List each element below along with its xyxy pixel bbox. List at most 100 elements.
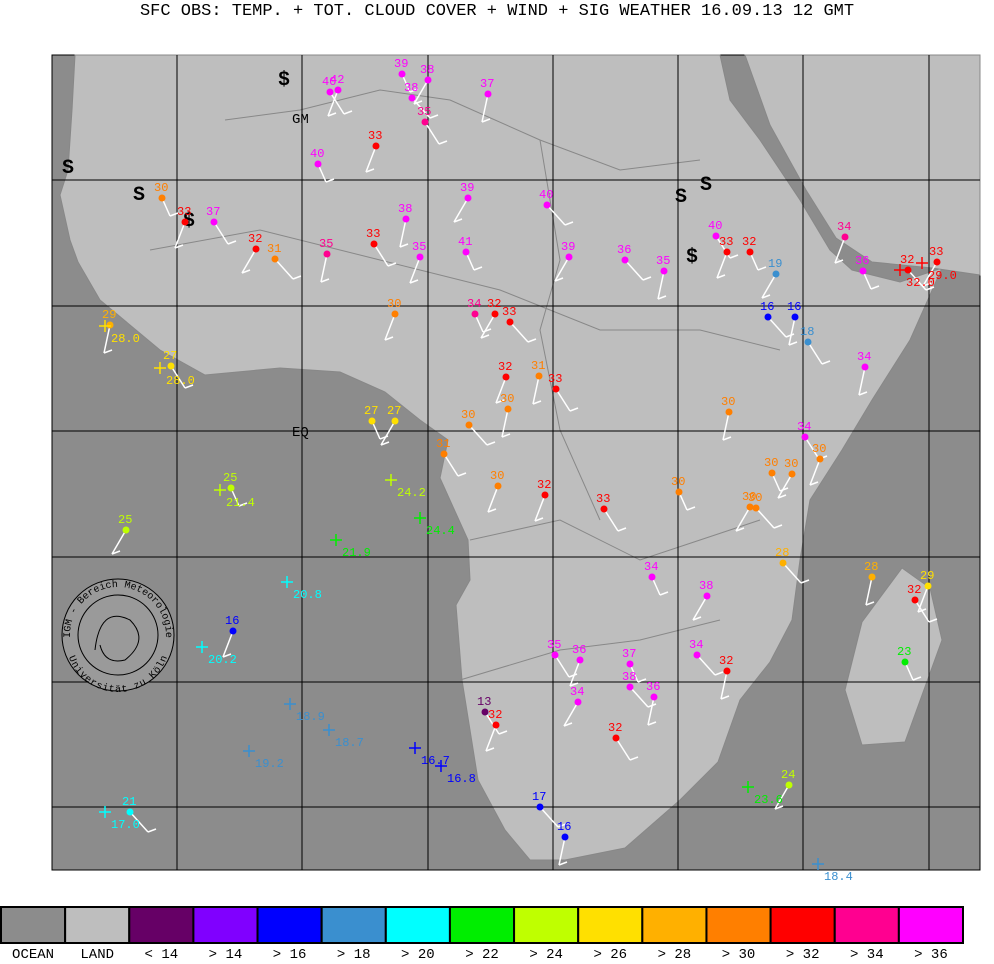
wind-barb [716, 251, 728, 279]
wind-barb-tick [429, 114, 439, 119]
ship-marker [214, 484, 226, 496]
sea-temp: 28.0 [111, 332, 140, 346]
weather-symbol: S [62, 157, 74, 180]
wind-barb-tick [928, 618, 938, 623]
wind-barb [453, 197, 469, 223]
ship-marker [894, 264, 906, 276]
ship-marker [385, 474, 397, 486]
wind-barb [629, 686, 649, 708]
station-marker [181, 218, 189, 226]
map-label: EQ [292, 425, 309, 441]
station-marker [552, 385, 560, 393]
wind-barb-tick [735, 527, 745, 532]
wind-barb [755, 507, 775, 529]
wind-barb-tick [569, 407, 579, 412]
madagascar [844, 567, 943, 746]
wind-barb [399, 218, 407, 248]
wind-barb-tick [777, 494, 787, 499]
sea-temp: 18.7 [335, 736, 364, 750]
legend-label: LAND [80, 947, 114, 959]
wind-barb-tick [486, 441, 496, 446]
wind-barb-tick [409, 279, 419, 284]
station-temp: 35 [417, 105, 431, 119]
wind-barb [782, 562, 802, 584]
station-temp: 40 [310, 147, 324, 161]
station-temp: 36 [617, 243, 631, 257]
station-marker [106, 321, 114, 329]
wind-barb-tick [485, 747, 495, 752]
wind-barb [487, 485, 499, 513]
wind-barb-tick [222, 653, 232, 658]
wind-barb [546, 204, 566, 226]
station-marker [122, 526, 130, 534]
wind-barb [534, 494, 546, 522]
station-marker [772, 270, 780, 278]
station-temp: 27 [163, 349, 177, 363]
station-marker [494, 482, 502, 490]
wind-barb-tick [809, 481, 819, 486]
wind-barb-tick [399, 243, 409, 248]
station-marker [600, 505, 608, 513]
station-marker [804, 338, 812, 346]
station-marker [210, 218, 218, 226]
station-marker [725, 408, 733, 416]
legend-swatch [833, 906, 900, 944]
station-marker [612, 734, 620, 742]
wind-barb-tick [564, 221, 574, 226]
wind-barb [468, 424, 488, 446]
station-marker [788, 470, 796, 478]
wind-barb [624, 259, 644, 281]
wind-barb-tick [647, 721, 657, 726]
station-temp: 33 [548, 372, 562, 386]
station-marker [391, 310, 399, 318]
wind-barb-tick [380, 441, 390, 446]
wind-barb [365, 145, 377, 173]
legend-label: > 32 [786, 947, 820, 959]
wind-barb [539, 806, 559, 828]
station-marker [576, 656, 584, 664]
legend-swatch [448, 906, 516, 944]
legend-swatch [513, 906, 580, 944]
legend-label: > 34 [850, 947, 884, 959]
station-temp: 34 [857, 350, 871, 364]
sea-temp: 18.4 [824, 870, 853, 884]
station-marker [506, 318, 514, 326]
station-marker [391, 417, 399, 425]
weather-symbol: S [700, 174, 712, 197]
station-marker [648, 573, 656, 581]
wind-barb [327, 89, 339, 117]
wind-barb-tick [495, 399, 505, 404]
sea-temp: 32.0 [906, 276, 935, 290]
station-marker [471, 310, 479, 318]
wind-barb-tick [870, 285, 880, 290]
station-temp: 33 [929, 245, 943, 259]
station-marker [712, 232, 720, 240]
wind-barb-tick [761, 294, 771, 299]
station-temp: 35 [412, 240, 426, 254]
station-temp: 25 [118, 513, 132, 527]
station-temp: 32 [488, 708, 502, 722]
station-marker [408, 94, 416, 102]
station-temp: 33 [366, 227, 380, 241]
station-marker [167, 362, 175, 370]
station-marker [126, 808, 134, 816]
wind-barb [222, 630, 234, 658]
wind-barb [409, 256, 421, 284]
logo: IGM - Bereich Meteorologie Universität z… [61, 578, 175, 696]
arabia [744, 54, 981, 276]
station-temp: 24 [781, 768, 795, 782]
station-marker [229, 627, 237, 635]
border [469, 519, 761, 561]
wind-barb [774, 784, 790, 810]
station-temp: 31 [531, 359, 545, 373]
wind-barb-tick [800, 579, 810, 584]
wind-barb [241, 248, 257, 274]
station-marker [535, 372, 543, 380]
station-marker [551, 651, 559, 659]
station-temp: 25 [223, 471, 237, 485]
station-temp: 33 [596, 492, 610, 506]
station-marker [504, 405, 512, 413]
station-marker [334, 86, 342, 94]
legend-swatch [705, 906, 772, 944]
